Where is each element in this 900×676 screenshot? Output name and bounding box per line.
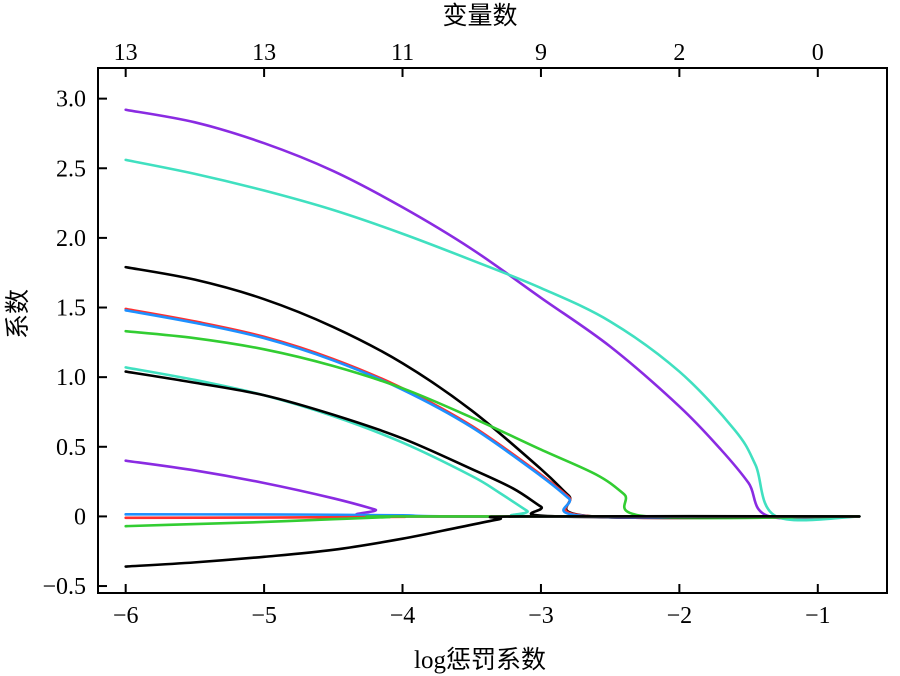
- top-tick-label: 0: [812, 40, 824, 66]
- y-tick-label: 1.5: [56, 296, 86, 322]
- series-line-6: [124, 329, 861, 520]
- y-tick-label: 1.0: [56, 365, 86, 391]
- top-axis-title: 变量数: [442, 1, 517, 30]
- top-tick-label: 13: [114, 40, 138, 66]
- top-tick-label: 11: [391, 40, 414, 66]
- y-tick-label: 2.0: [56, 226, 86, 252]
- top-tick-label: 13: [252, 40, 276, 66]
- y-axis-title: 系数: [3, 289, 32, 339]
- plot-frame: [97, 67, 888, 594]
- series-line-1: [124, 108, 861, 521]
- series-line-8: [124, 370, 861, 519]
- x-tick-label: −1: [805, 603, 831, 629]
- y-tick-label: 0.5: [56, 435, 86, 461]
- y-axis-ticks: −0.5 0 0.5 1.0 1.5 2.0 2.5 3.0: [42, 87, 107, 600]
- x-axis-ticks: −6 −5 −4 −3 −2 −1: [113, 584, 831, 629]
- series-line-3: [124, 265, 861, 520]
- x-axis-title: log惩罚系数: [414, 646, 546, 674]
- y-tick-label: −0.5: [42, 574, 86, 600]
- x-tick-label: −3: [528, 603, 554, 629]
- top-tick-label: 2: [673, 40, 685, 66]
- x-tick-label: −5: [251, 603, 277, 629]
- x-tick-label: −4: [390, 603, 416, 629]
- y-tick-label: 2.5: [56, 156, 86, 182]
- top-tick-label: 9: [535, 40, 547, 66]
- series-line-13: [124, 514, 861, 568]
- y-tick-label: 0: [74, 504, 86, 530]
- x-tick-label: −6: [113, 603, 139, 629]
- x-tick-label: −2: [667, 603, 693, 629]
- series-line-2: [124, 158, 861, 522]
- y-tick-label: 3.0: [56, 87, 86, 113]
- top-axis-ticks: 13 13 11 9 2 0: [114, 40, 824, 77]
- series-layer: [124, 108, 861, 568]
